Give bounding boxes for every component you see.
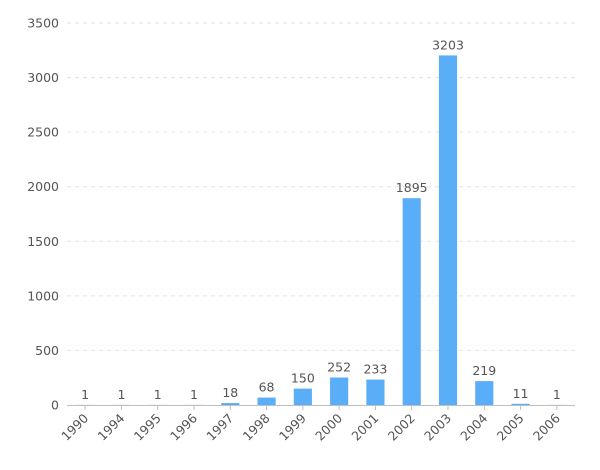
bar	[366, 379, 385, 405]
y-tick-label: 1500	[27, 234, 59, 249]
bar	[221, 403, 240, 405]
x-tick-label: 2004	[457, 410, 490, 443]
y-tick-label: 1000	[27, 288, 59, 303]
data-label: 219	[472, 363, 496, 378]
data-label: 1	[117, 387, 125, 402]
data-label: 150	[291, 371, 315, 386]
x-tick-label: 1999	[276, 410, 309, 443]
bars	[76, 55, 566, 405]
y-tick-label: 500	[35, 343, 59, 358]
data-label: 1895	[396, 180, 428, 195]
x-tick-label: 1997	[203, 411, 236, 444]
y-tick-label: 3500	[27, 16, 59, 31]
y-tick-label: 3000	[27, 70, 59, 85]
x-tick-label: 2005	[494, 411, 527, 444]
bar	[511, 403, 530, 405]
bar	[293, 388, 312, 405]
data-label: 233	[363, 362, 387, 377]
data-label: 1	[553, 387, 561, 402]
bar	[438, 55, 458, 405]
data-label: 3203	[432, 37, 464, 52]
data-label: 68	[259, 380, 275, 395]
x-tick-label: 1994	[94, 410, 127, 443]
data-label: 1	[190, 387, 198, 402]
x-tick-label: 2006	[530, 410, 563, 443]
x-tick-label: 1995	[131, 411, 164, 444]
data-label: 1	[154, 387, 162, 402]
x-tick-label: 2002	[385, 411, 418, 444]
data-label: 252	[327, 359, 351, 374]
bar	[402, 198, 421, 405]
data-label: 1	[81, 387, 89, 402]
x-tick-label: 2001	[348, 411, 381, 444]
x-tick-label: 1990	[58, 410, 91, 443]
x-tick-label: 1996	[167, 410, 200, 443]
y-tick-label: 2500	[27, 125, 59, 140]
grid-lines	[67, 22, 575, 351]
labels: 0500100015002000250030003500119901199411…	[27, 16, 563, 444]
x-tick-label: 2000	[312, 410, 345, 443]
x-tick-label: 2003	[421, 411, 454, 444]
bar	[475, 381, 494, 405]
y-tick-label: 2000	[27, 179, 59, 194]
axes	[67, 405, 575, 410]
data-label: 18	[222, 385, 238, 400]
x-tick-label: 1998	[240, 410, 273, 443]
bar	[330, 377, 349, 405]
data-label: 11	[513, 386, 529, 401]
bar	[257, 397, 276, 405]
y-tick-label: 0	[51, 398, 59, 413]
